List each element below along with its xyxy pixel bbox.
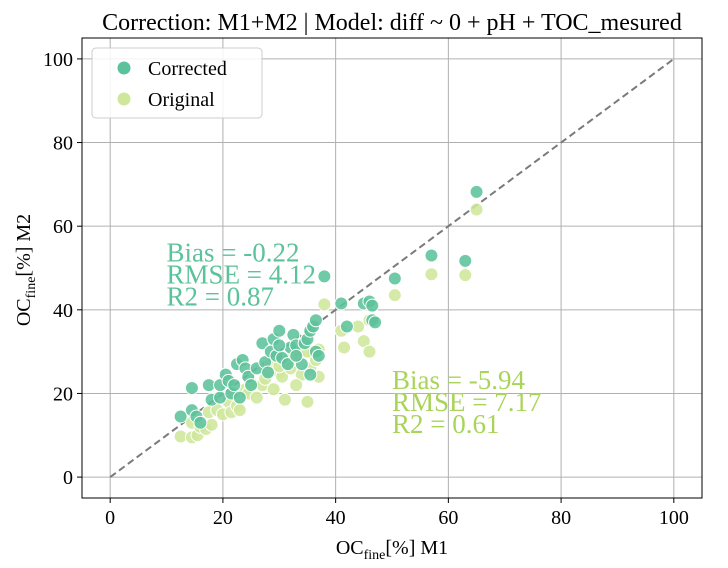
data-point <box>368 315 383 330</box>
x-axis-label: OCfine[%] M1 <box>336 537 448 563</box>
data-point <box>289 348 304 363</box>
x-tick-label: 60 <box>438 507 458 529</box>
data-point <box>317 269 332 284</box>
legend-marker <box>116 91 132 107</box>
data-point <box>387 288 402 303</box>
data-point <box>303 367 318 382</box>
data-point <box>261 365 275 380</box>
annotation-line: R2 = 0.87 <box>167 282 275 312</box>
data-point <box>232 403 247 418</box>
annotation-line: RMSE = 4.12 <box>167 260 317 290</box>
data-point <box>334 296 349 311</box>
data-point <box>458 268 473 283</box>
x-tick-label: 0 <box>105 507 115 529</box>
data-point <box>280 357 295 372</box>
data-point <box>469 184 484 199</box>
data-point <box>337 340 352 355</box>
annotation-line: Bias = -5.94 <box>392 365 525 395</box>
annotation-line: R2 = 0.61 <box>392 409 500 439</box>
legend-marker <box>116 60 132 76</box>
x-tick-label: 100 <box>659 507 689 529</box>
data-point <box>365 298 380 313</box>
data-point <box>204 417 219 432</box>
data-point <box>227 378 242 393</box>
legend: Corrected Original <box>91 47 263 119</box>
y-tick-label: 60 <box>53 216 73 238</box>
annotation-line: Bias = -0.22 <box>167 238 300 268</box>
data-point <box>317 297 332 312</box>
data-point <box>173 409 188 424</box>
y-tick-label: 40 <box>53 300 73 322</box>
y-tick-label: 100 <box>43 49 73 71</box>
x-tick-label: 40 <box>326 507 346 529</box>
data-point <box>339 319 354 334</box>
data-point <box>300 394 315 409</box>
y-axis-label: OCfine[%] M2 <box>13 214 39 326</box>
x-tick-label: 80 <box>551 507 571 529</box>
legend-label: Corrected <box>148 58 227 80</box>
data-point <box>277 392 292 407</box>
y-tick-label: 80 <box>53 133 73 155</box>
data-point <box>308 313 323 328</box>
data-point <box>311 348 326 363</box>
x-tick-label: 20 <box>213 507 233 529</box>
data-point <box>424 248 439 263</box>
data-point <box>458 253 473 268</box>
data-point <box>289 378 304 393</box>
data-point <box>249 390 264 405</box>
data-point <box>272 338 287 353</box>
data-point <box>387 271 402 286</box>
data-point <box>184 381 199 396</box>
data-point <box>362 344 377 359</box>
data-point <box>232 390 247 405</box>
plot-frame <box>81 37 703 499</box>
data-point <box>244 378 259 393</box>
data-point <box>193 415 208 430</box>
data-point <box>424 267 439 282</box>
y-tick-label: 20 <box>53 383 73 405</box>
y-tick-label: 0 <box>63 467 73 489</box>
data-point <box>266 382 281 397</box>
data-point <box>272 323 287 338</box>
series-corrected <box>173 184 484 430</box>
legend-label: Original <box>148 89 215 111</box>
annotation-line: RMSE = 7.17 <box>392 387 542 417</box>
legend-box <box>91 47 263 119</box>
chart-title: Correction: M1+M2 | Model: diff ~ 0 + pH… <box>102 10 682 36</box>
data-point <box>469 202 484 217</box>
